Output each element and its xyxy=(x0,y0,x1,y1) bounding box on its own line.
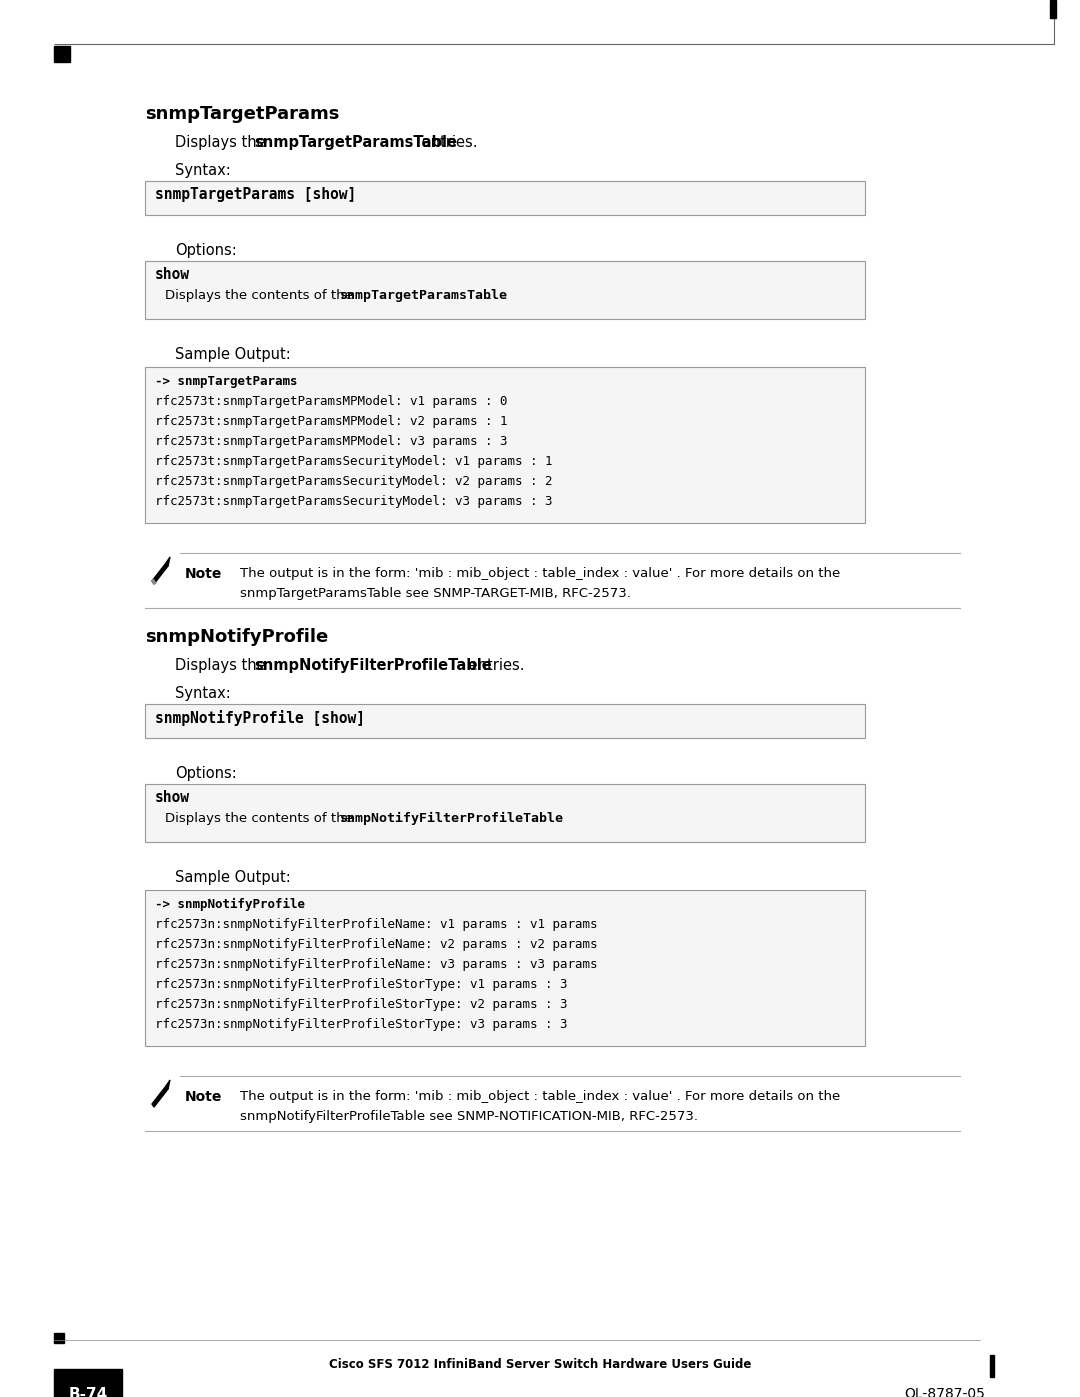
Bar xyxy=(1050,0,1056,18)
Text: snmpTargetParamsTable see SNMP-TARGET-MIB, RFC-2573.: snmpTargetParamsTable see SNMP-TARGET-MI… xyxy=(240,587,631,599)
Text: snmpNotifyProfile [show]: snmpNotifyProfile [show] xyxy=(156,710,365,726)
Text: rfc2573n:snmpNotifyFilterProfileStorType: v2 params : 3: rfc2573n:snmpNotifyFilterProfileStorType… xyxy=(156,997,567,1011)
Text: Note: Note xyxy=(185,567,222,581)
Text: Displays the: Displays the xyxy=(175,658,270,673)
Polygon shape xyxy=(152,563,168,584)
Text: rfc2573t:snmpTargetParamsMPModel: v2 params : 1: rfc2573t:snmpTargetParamsMPModel: v2 par… xyxy=(156,415,508,427)
Text: rfc2573n:snmpNotifyFilterProfileName: v1 params : v1 params: rfc2573n:snmpNotifyFilterProfileName: v1… xyxy=(156,918,597,930)
Text: snmpTargetParamsTable: snmpTargetParamsTable xyxy=(254,136,457,149)
Text: Displays the contents of the: Displays the contents of the xyxy=(165,289,357,302)
FancyBboxPatch shape xyxy=(145,704,865,738)
Text: B-74: B-74 xyxy=(68,1387,108,1397)
Text: The output is in the form: 'mib : mib_object : table_index : value' . For more d: The output is in the form: 'mib : mib_ob… xyxy=(240,567,840,580)
Bar xyxy=(990,1355,994,1377)
FancyBboxPatch shape xyxy=(145,367,865,522)
Text: snmpNotifyFilterProfileTable: snmpNotifyFilterProfileTable xyxy=(254,658,491,673)
Text: .: . xyxy=(488,289,492,302)
Polygon shape xyxy=(166,1080,170,1090)
Polygon shape xyxy=(166,557,170,566)
Bar xyxy=(54,46,70,61)
FancyBboxPatch shape xyxy=(145,890,865,1046)
Text: entries.: entries. xyxy=(464,658,525,673)
Text: rfc2573t:snmpTargetParamsSecurityModel: v1 params : 1: rfc2573t:snmpTargetParamsSecurityModel: … xyxy=(156,455,553,468)
Text: The output is in the form: 'mib : mib_object : table_index : value' . For more d: The output is in the form: 'mib : mib_ob… xyxy=(240,1090,840,1104)
Text: OL-8787-05: OL-8787-05 xyxy=(904,1387,985,1397)
Bar xyxy=(54,1369,122,1397)
Text: show: show xyxy=(156,789,190,805)
Text: Options:: Options: xyxy=(175,243,237,258)
Text: rfc2573n:snmpNotifyFilterProfileStorType: v3 params : 3: rfc2573n:snmpNotifyFilterProfileStorType… xyxy=(156,1018,567,1031)
Text: entries.: entries. xyxy=(417,136,477,149)
Text: Sample Output:: Sample Output: xyxy=(175,346,291,362)
Bar xyxy=(54,1333,64,1343)
Text: Syntax:: Syntax: xyxy=(175,686,231,701)
Text: snmpTargetParams [show]: snmpTargetParams [show] xyxy=(156,187,356,203)
Text: .: . xyxy=(535,812,539,826)
Text: Sample Output:: Sample Output: xyxy=(175,870,291,886)
Text: rfc2573n:snmpNotifyFilterProfileName: v3 params : v3 params: rfc2573n:snmpNotifyFilterProfileName: v3… xyxy=(156,958,597,971)
Text: -> snmpNotifyProfile: -> snmpNotifyProfile xyxy=(156,898,305,911)
Text: show: show xyxy=(156,267,190,282)
Polygon shape xyxy=(152,1085,168,1106)
FancyBboxPatch shape xyxy=(145,182,865,215)
Text: Options:: Options: xyxy=(175,766,237,781)
Text: rfc2573t:snmpTargetParamsSecurityModel: v2 params : 2: rfc2573t:snmpTargetParamsSecurityModel: … xyxy=(156,475,553,488)
Text: rfc2573n:snmpNotifyFilterProfileStorType: v1 params : 3: rfc2573n:snmpNotifyFilterProfileStorType… xyxy=(156,978,567,990)
Text: snmpNotifyFilterProfileTable: snmpNotifyFilterProfileTable xyxy=(340,812,564,826)
FancyBboxPatch shape xyxy=(145,261,865,319)
Text: Note: Note xyxy=(185,1090,222,1104)
Text: Displays the contents of the: Displays the contents of the xyxy=(165,812,357,826)
Text: Displays the: Displays the xyxy=(175,136,270,149)
FancyBboxPatch shape xyxy=(145,784,865,842)
Text: Cisco SFS 7012 InfiniBand Server Switch Hardware Users Guide: Cisco SFS 7012 InfiniBand Server Switch … xyxy=(328,1358,752,1370)
Text: Syntax:: Syntax: xyxy=(175,163,231,177)
Text: snmpNotifyFilterProfileTable see SNMP-NOTIFICATION-MIB, RFC-2573.: snmpNotifyFilterProfileTable see SNMP-NO… xyxy=(240,1111,698,1123)
Text: rfc2573t:snmpTargetParamsMPModel: v1 params : 0: rfc2573t:snmpTargetParamsMPModel: v1 par… xyxy=(156,395,508,408)
Text: snmpTargetParamsTable: snmpTargetParamsTable xyxy=(340,289,508,302)
Text: rfc2573n:snmpNotifyFilterProfileName: v2 params : v2 params: rfc2573n:snmpNotifyFilterProfileName: v2… xyxy=(156,937,597,951)
Text: -> snmpTargetParams: -> snmpTargetParams xyxy=(156,374,297,388)
Text: snmpNotifyProfile: snmpNotifyProfile xyxy=(145,629,328,645)
Text: rfc2573t:snmpTargetParamsSecurityModel: v3 params : 3: rfc2573t:snmpTargetParamsSecurityModel: … xyxy=(156,495,553,509)
Text: rfc2573t:snmpTargetParamsMPModel: v3 params : 3: rfc2573t:snmpTargetParamsMPModel: v3 par… xyxy=(156,434,508,448)
Text: snmpTargetParams: snmpTargetParams xyxy=(145,105,339,123)
Polygon shape xyxy=(152,578,156,584)
